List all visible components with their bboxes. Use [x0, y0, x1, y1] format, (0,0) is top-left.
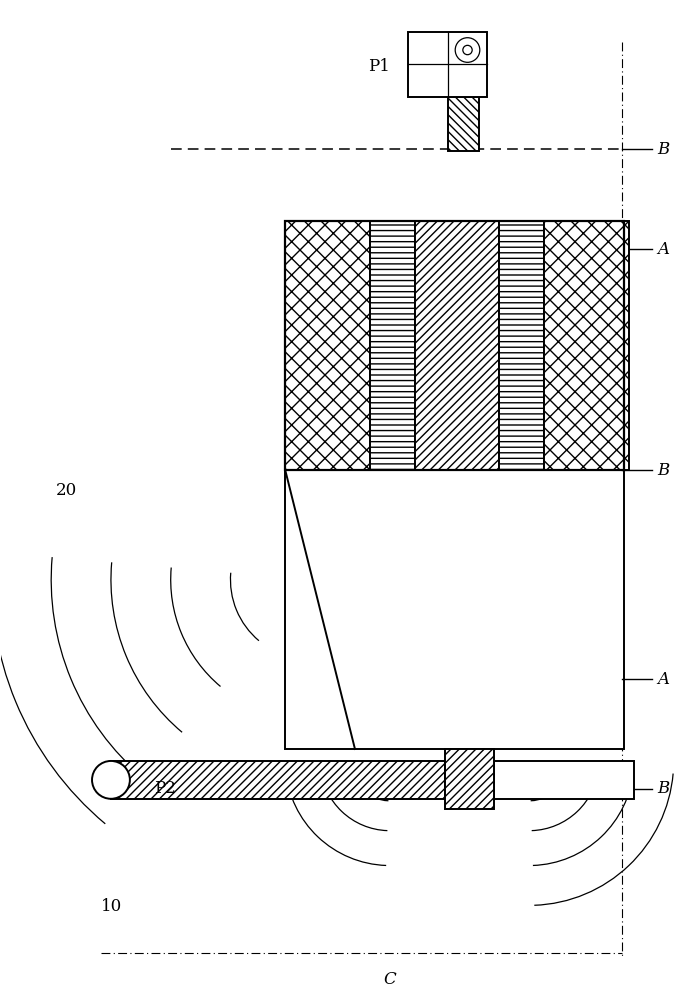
- Bar: [285, 221, 624, 470]
- Bar: [448, 97, 480, 151]
- Bar: [545, 221, 629, 470]
- Text: A: A: [658, 241, 670, 258]
- Text: 20: 20: [56, 482, 77, 499]
- Bar: [444, 749, 494, 809]
- Bar: [415, 221, 500, 470]
- Bar: [111, 761, 444, 799]
- Text: B: B: [658, 462, 670, 479]
- Bar: [370, 221, 415, 470]
- Circle shape: [92, 761, 130, 799]
- Text: C: C: [384, 971, 396, 988]
- Text: 10: 10: [101, 898, 122, 915]
- Bar: [285, 221, 370, 470]
- Text: B: B: [658, 141, 670, 158]
- Bar: [500, 221, 545, 470]
- Text: B: B: [658, 780, 670, 797]
- Bar: [494, 761, 634, 799]
- Text: P2: P2: [154, 780, 176, 797]
- Bar: [285, 470, 624, 749]
- Text: A: A: [658, 671, 670, 688]
- Text: P1: P1: [368, 58, 390, 75]
- Bar: [408, 32, 487, 97]
